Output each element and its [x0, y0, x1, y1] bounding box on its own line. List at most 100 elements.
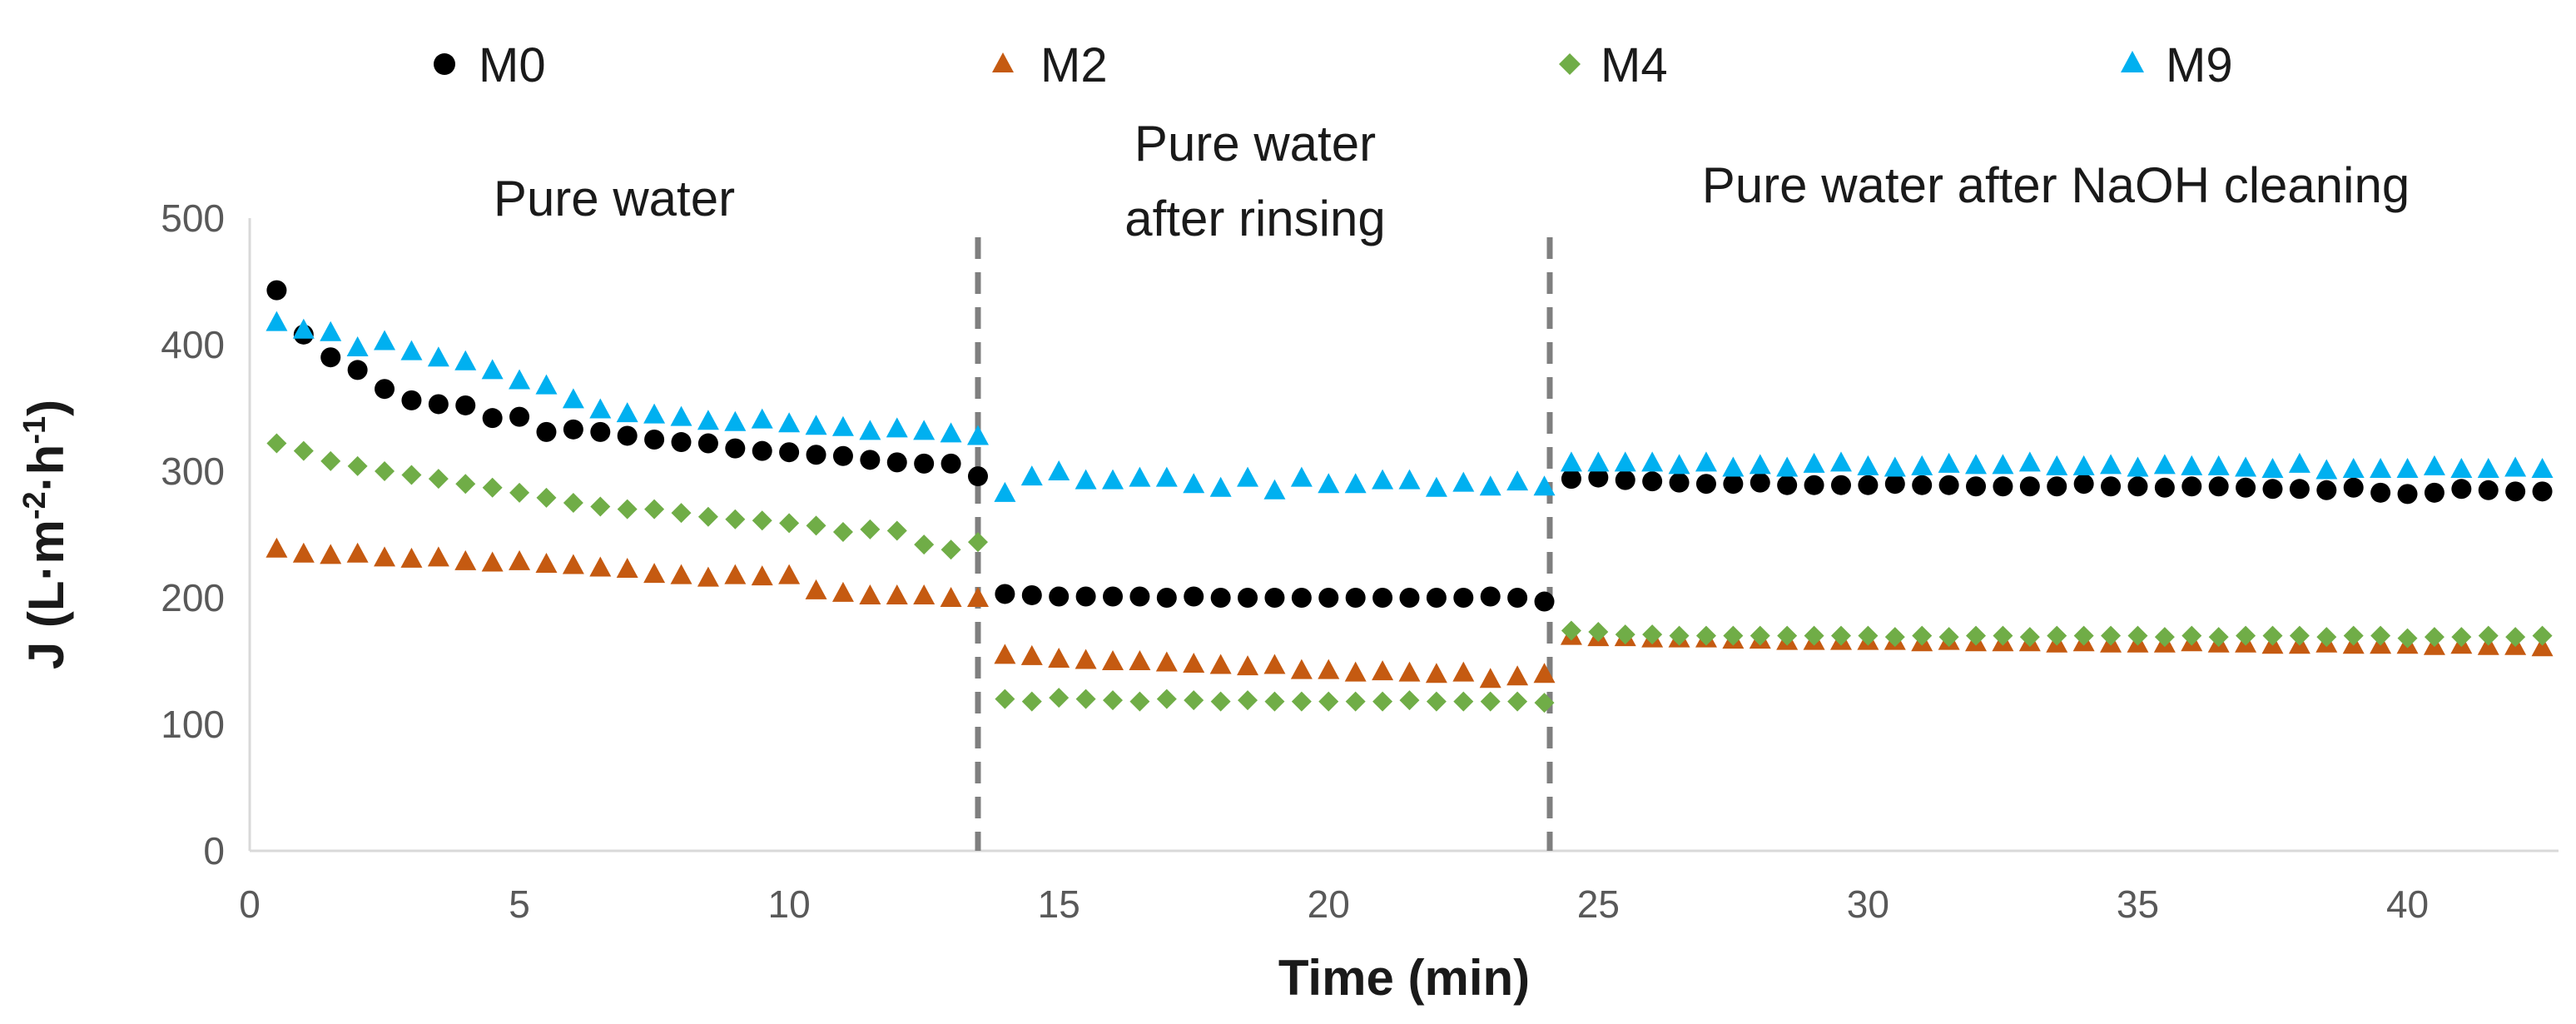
data-point-m4 — [1723, 625, 1744, 646]
data-point-m9 — [886, 417, 908, 438]
data-point-m0 — [2101, 476, 2122, 497]
data-point-m0 — [1318, 588, 1339, 608]
data-point-m4 — [1129, 691, 1150, 712]
data-point-m4 — [1210, 691, 1231, 712]
data-point-m4 — [671, 503, 692, 524]
data-point-m4 — [1399, 690, 1420, 711]
data-point-m0 — [1210, 588, 1231, 608]
data-point-m4 — [1372, 691, 1393, 712]
data-point-m0 — [401, 390, 422, 410]
data-point-m9 — [1884, 456, 1906, 477]
legend-label-m4: M4 — [1601, 38, 1668, 92]
data-point-m4 — [806, 515, 826, 536]
data-point-m9 — [831, 415, 854, 436]
data-point-m9 — [1695, 451, 1717, 472]
data-point-m0 — [2181, 476, 2202, 497]
data-point-m4 — [967, 532, 988, 553]
y-axis-title-mid: ·h — [18, 445, 74, 492]
data-point-m4 — [563, 493, 583, 513]
data-point-m2 — [481, 551, 504, 572]
data-point-m9 — [1965, 454, 1988, 475]
data-point-m9 — [2477, 457, 2499, 478]
data-point-m2 — [589, 556, 612, 577]
x-tick-label: 10 — [768, 882, 811, 926]
y-tick-label: 500 — [161, 196, 225, 240]
legend-label-m2: M2 — [1040, 38, 1108, 92]
data-point-m2 — [859, 584, 881, 604]
data-point-m4 — [266, 433, 287, 454]
data-point-m9 — [994, 481, 1016, 502]
data-point-m4 — [697, 506, 718, 527]
data-point-m2 — [751, 565, 773, 586]
data-point-m2 — [1506, 665, 1529, 686]
data-point-m4 — [1345, 691, 1366, 712]
y-axis-title: J (L·m-2·h-1) — [17, 400, 74, 669]
data-point-m0 — [1021, 584, 1042, 605]
data-point-m2 — [1129, 650, 1151, 670]
data-point-m9 — [1587, 451, 1610, 472]
data-point-m9 — [859, 420, 881, 440]
data-point-m9 — [2504, 456, 2527, 477]
data-point-m0 — [2397, 484, 2418, 505]
data-point-m0 — [1723, 474, 1744, 495]
legend-marker-m2 — [992, 52, 1014, 72]
data-point-m2 — [966, 587, 989, 607]
data-point-m2 — [454, 549, 477, 570]
data-point-m9 — [1479, 475, 1501, 496]
data-point-m4 — [2181, 625, 2202, 646]
data-point-m9 — [1803, 452, 1825, 473]
data-point-m0 — [644, 430, 665, 450]
data-point-m9 — [2127, 456, 2149, 477]
data-point-m4 — [2208, 627, 2229, 648]
data-point-m0 — [1453, 588, 1474, 608]
y-axis-title-sup1: -2 — [17, 491, 52, 519]
data-point-m2 — [994, 644, 1016, 664]
data-point-m2 — [427, 546, 449, 567]
legend-label-m9: M9 — [2166, 38, 2233, 92]
y-tick-labels: 0 100 200 300 400 500 — [161, 196, 225, 872]
data-point-m0 — [2289, 479, 2310, 500]
data-point-m9 — [1533, 475, 1556, 496]
data-point-m4 — [725, 509, 746, 529]
data-point-m9 — [1372, 469, 1394, 490]
data-point-m4 — [1049, 688, 1070, 708]
data-point-m2 — [266, 537, 288, 558]
data-point-m4 — [2073, 625, 2094, 646]
data-point-m4 — [293, 440, 314, 461]
data-point-m2 — [940, 587, 962, 607]
data-point-m9 — [1344, 473, 1367, 494]
data-point-m2 — [886, 584, 908, 604]
data-point-m9 — [1614, 451, 1636, 472]
data-point-m2 — [913, 584, 936, 604]
annotation-pure-water: Pure water — [494, 171, 735, 226]
data-point-m0 — [2343, 477, 2364, 498]
data-point-m0 — [886, 452, 907, 473]
data-point-m9 — [1938, 452, 1960, 473]
data-point-m9 — [2207, 455, 2230, 475]
data-point-m9 — [1749, 454, 1771, 475]
data-point-m9 — [2046, 455, 2068, 475]
data-point-m4 — [2478, 625, 2499, 646]
data-point-m4 — [2019, 627, 2040, 648]
data-point-m9 — [913, 420, 936, 440]
data-point-m4 — [832, 521, 853, 542]
data-point-m2 — [509, 549, 531, 570]
y-tick-label: 200 — [161, 576, 225, 619]
data-point-m9 — [2342, 457, 2365, 478]
data-point-m0 — [967, 466, 988, 487]
data-point-m9 — [2396, 457, 2419, 478]
data-point-m2 — [2531, 636, 2554, 657]
data-point-m4 — [347, 455, 368, 476]
data-point-m0 — [563, 419, 583, 440]
data-point-m2 — [320, 544, 342, 564]
x-tick-label: 15 — [1038, 882, 1080, 926]
data-point-m4 — [1695, 625, 1716, 646]
data-point-m4 — [617, 499, 638, 519]
data-point-m0 — [2316, 480, 2337, 500]
data-point-m0 — [482, 408, 503, 429]
data-point-m9 — [346, 336, 369, 357]
data-point-m0 — [536, 421, 557, 442]
data-point-m0 — [2451, 479, 2472, 500]
data-point-m9 — [1318, 473, 1340, 494]
data-point-m2 — [1075, 649, 1097, 669]
